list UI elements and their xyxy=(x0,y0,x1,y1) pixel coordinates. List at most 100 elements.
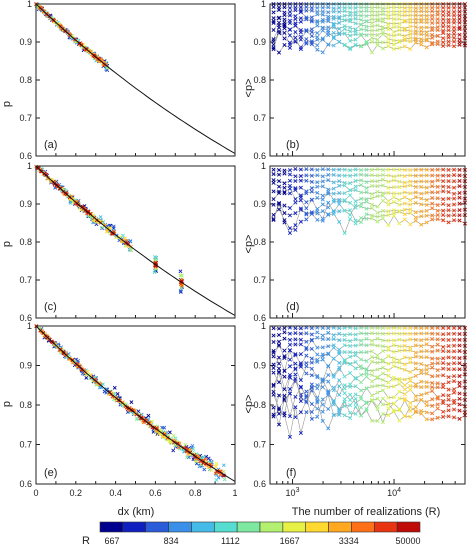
data-point xyxy=(375,367,380,372)
data-point xyxy=(457,332,462,337)
data-point xyxy=(348,350,353,355)
data-point xyxy=(153,263,158,268)
data-point xyxy=(353,360,358,365)
data-point xyxy=(309,18,314,23)
data-point xyxy=(298,167,303,172)
data-point xyxy=(408,369,413,375)
data-point xyxy=(408,191,413,196)
data-point xyxy=(359,17,364,22)
data-point xyxy=(419,371,424,376)
data-point xyxy=(271,180,276,185)
data-point xyxy=(304,353,309,358)
data-point xyxy=(282,336,287,341)
data-point xyxy=(441,361,446,366)
data-point xyxy=(271,365,276,371)
data-point xyxy=(331,21,336,26)
data-point xyxy=(424,325,429,330)
data-point xyxy=(156,431,161,436)
data-point xyxy=(441,218,446,223)
data-point xyxy=(304,200,309,205)
data-point xyxy=(441,179,446,184)
data-point xyxy=(441,401,446,406)
data-point xyxy=(287,6,292,11)
x-tick-label: 0 xyxy=(33,488,38,498)
data-point xyxy=(391,408,396,413)
data-point xyxy=(452,379,457,384)
data-point xyxy=(348,338,353,343)
data-point xyxy=(397,389,402,394)
data-point xyxy=(419,5,424,10)
data-point xyxy=(276,407,282,412)
data-point xyxy=(152,270,157,275)
data-point xyxy=(380,396,385,401)
data-point xyxy=(271,4,276,9)
data-point xyxy=(430,201,435,206)
data-point xyxy=(49,177,54,182)
data-point xyxy=(408,383,413,388)
data-point xyxy=(408,32,413,37)
data-point xyxy=(424,202,429,207)
data-point xyxy=(424,198,429,203)
data-point xyxy=(185,451,190,456)
data-point xyxy=(353,343,358,348)
data-point xyxy=(342,199,347,204)
data-point xyxy=(353,16,358,21)
data-point xyxy=(375,219,380,224)
data-point xyxy=(364,190,369,195)
data-point xyxy=(386,44,391,49)
data-point xyxy=(424,13,429,18)
data-point xyxy=(326,190,331,195)
data-point xyxy=(309,326,314,331)
data-point xyxy=(408,24,413,29)
data-point xyxy=(304,389,309,394)
data-point xyxy=(276,369,282,374)
data-point xyxy=(402,338,407,343)
data-point xyxy=(408,408,413,413)
data-point xyxy=(353,332,358,337)
series-line xyxy=(273,401,466,437)
data-point xyxy=(397,344,402,349)
x-tick-exponent: 3 xyxy=(296,487,300,494)
data-point xyxy=(276,172,282,177)
data-point xyxy=(386,185,391,190)
data-point xyxy=(337,410,342,415)
data-point xyxy=(386,16,391,21)
data-point xyxy=(105,227,110,232)
data-point xyxy=(348,212,353,217)
data-point xyxy=(82,370,87,375)
data-point xyxy=(359,372,364,377)
data-point xyxy=(348,416,353,421)
data-point xyxy=(430,397,435,402)
data-point xyxy=(375,331,380,336)
data-point xyxy=(457,343,462,348)
data-point xyxy=(309,360,314,365)
data-point xyxy=(178,269,183,274)
data-point xyxy=(293,361,298,366)
data-point xyxy=(348,19,353,24)
data-point xyxy=(413,361,418,366)
data-point xyxy=(408,167,413,172)
data-point xyxy=(348,29,353,34)
data-point xyxy=(435,208,440,213)
data-point xyxy=(309,346,314,351)
data-point xyxy=(287,331,292,336)
colorbar-swatch xyxy=(328,521,352,533)
data-point xyxy=(276,20,282,25)
data-point xyxy=(320,167,325,172)
data-point xyxy=(282,387,287,392)
data-point xyxy=(452,361,457,366)
data-point xyxy=(326,363,331,368)
data-point xyxy=(353,184,358,189)
data-point xyxy=(397,209,402,214)
data-point xyxy=(287,434,292,439)
data-point xyxy=(397,24,402,30)
data-point xyxy=(348,217,353,222)
data-point xyxy=(359,22,364,27)
data-point xyxy=(375,28,380,33)
data-point xyxy=(309,197,314,203)
data-point xyxy=(282,181,287,186)
data-point xyxy=(375,37,380,42)
data-point xyxy=(326,178,331,183)
data-point xyxy=(419,167,424,172)
data-point xyxy=(276,332,282,338)
